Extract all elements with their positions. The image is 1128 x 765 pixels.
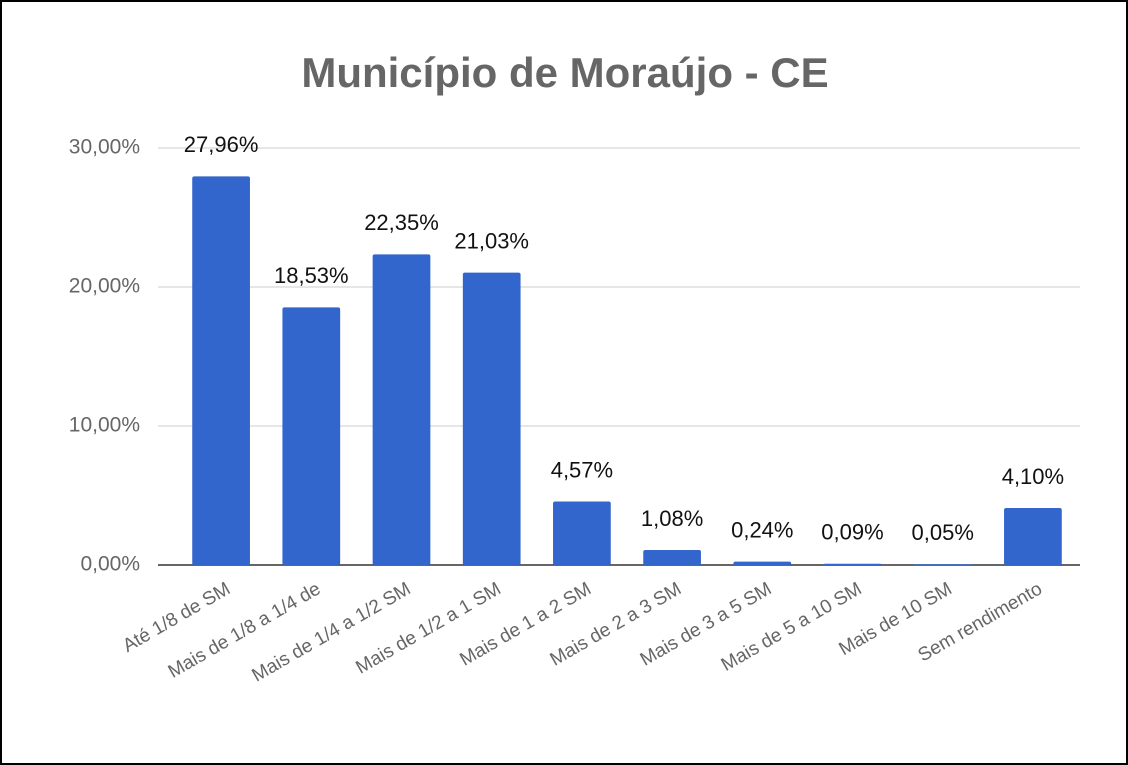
bar	[553, 501, 611, 565]
bar	[462, 272, 521, 565]
value-label: 22,35%	[364, 210, 439, 235]
bar	[372, 254, 431, 565]
bar	[192, 176, 250, 565]
value-label: 0,09%	[821, 520, 883, 545]
value-label: 4,57%	[551, 457, 613, 482]
y-tick-label: 10,00%	[69, 414, 140, 437]
y-tick-label: 30,00%	[69, 136, 140, 159]
bar	[733, 561, 792, 565]
bar	[913, 564, 972, 565]
value-label: 1,08%	[641, 506, 703, 531]
value-label: 0,24%	[731, 517, 793, 542]
chart-title: Município de Moraújo - CE	[301, 49, 828, 96]
bar	[282, 307, 341, 565]
y-tick-label: 0,00%	[80, 553, 140, 576]
value-label: 21,03%	[454, 228, 529, 253]
bar	[823, 563, 882, 565]
value-label: 27,96%	[184, 132, 259, 157]
value-label: 4,10%	[1002, 464, 1064, 489]
bar	[643, 549, 701, 565]
value-label: 18,53%	[274, 263, 349, 288]
value-label: 0,05%	[912, 520, 974, 545]
bar	[1004, 508, 1062, 565]
y-tick-label: 20,00%	[69, 275, 140, 298]
